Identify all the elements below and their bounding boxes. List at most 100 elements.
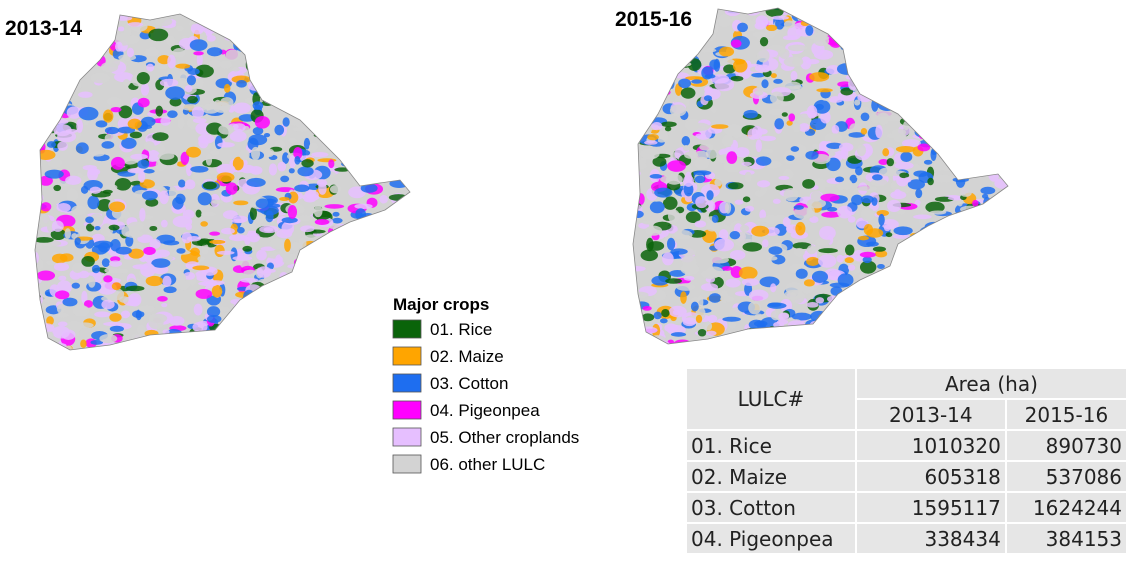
land-cover-patch xyxy=(985,293,996,307)
land-cover-patch xyxy=(789,328,804,336)
land-cover-patch xyxy=(117,126,136,134)
land-cover-patch xyxy=(363,25,374,36)
land-cover-patch xyxy=(185,223,193,231)
land-cover-patch xyxy=(695,133,707,138)
land-cover-patch xyxy=(876,209,889,217)
land-cover-patch xyxy=(740,224,750,232)
land-cover-patch xyxy=(958,219,972,224)
land-cover-patch xyxy=(309,142,319,151)
land-cover-patch xyxy=(95,120,108,128)
land-cover-patch xyxy=(178,77,187,83)
land-cover-patch xyxy=(848,37,868,50)
land-cover-patch xyxy=(364,88,372,100)
land-cover-patch xyxy=(245,14,257,18)
land-cover-patch xyxy=(290,314,307,327)
land-cover-patch xyxy=(683,275,695,281)
land-cover-patch xyxy=(982,136,990,144)
land-cover-patch xyxy=(206,35,216,42)
land-cover-patch xyxy=(790,70,798,82)
land-cover-patch xyxy=(136,324,146,335)
land-cover-patch xyxy=(979,96,988,105)
land-cover-patch xyxy=(297,166,314,177)
land-cover-patch xyxy=(742,196,751,203)
land-cover-patch xyxy=(809,216,819,223)
land-cover-patch xyxy=(107,96,122,107)
land-cover-patch xyxy=(938,29,957,38)
land-cover-patch xyxy=(996,77,1008,84)
land-cover-patch xyxy=(209,239,226,245)
land-cover-patch xyxy=(172,207,183,214)
land-cover-patch xyxy=(101,295,115,302)
land-cover-patch xyxy=(233,14,245,18)
land-cover-patch xyxy=(930,293,943,300)
land-cover-patch xyxy=(722,316,741,322)
land-cover-patch xyxy=(818,248,838,254)
land-cover-patch xyxy=(301,159,314,168)
land-cover-patch xyxy=(935,259,952,272)
land-cover-patch xyxy=(963,132,980,143)
land-cover-patch xyxy=(815,35,830,41)
land-cover-patch xyxy=(386,214,400,224)
land-cover-patch xyxy=(167,54,176,69)
land-cover-patch xyxy=(887,16,906,29)
land-cover-patch xyxy=(858,34,865,42)
land-cover-patch xyxy=(354,259,366,270)
land-cover-patch xyxy=(705,220,719,232)
land-cover-patch xyxy=(701,9,717,19)
land-cover-patch xyxy=(980,11,994,22)
land-cover-patch xyxy=(282,117,290,127)
land-cover-patch xyxy=(892,321,910,332)
land-cover-patch xyxy=(999,193,1008,200)
land-cover-patch xyxy=(362,14,379,25)
land-cover-patch xyxy=(874,315,888,320)
land-cover-patch xyxy=(294,184,310,193)
land-cover-patch xyxy=(46,220,54,233)
land-cover-patch xyxy=(847,216,856,223)
land-cover-patch xyxy=(370,176,381,183)
land-cover-patch xyxy=(745,332,765,340)
land-cover-patch xyxy=(661,309,670,318)
land-cover-patch xyxy=(851,194,863,206)
land-cover-patch xyxy=(35,117,51,130)
land-cover-patch xyxy=(93,14,109,18)
land-cover-patch xyxy=(294,44,310,51)
land-cover-patch xyxy=(65,14,77,15)
land-cover-patch xyxy=(291,328,303,340)
land-cover-patch xyxy=(294,259,313,271)
land-cover-patch xyxy=(707,314,718,323)
land-cover-patch xyxy=(332,234,347,243)
land-cover-patch xyxy=(288,14,300,22)
land-cover-patch xyxy=(252,101,264,110)
land-cover-patch xyxy=(410,241,418,251)
land-cover-patch xyxy=(642,305,652,311)
land-cover-patch xyxy=(892,325,899,338)
land-cover-patch xyxy=(825,64,841,75)
land-cover-patch xyxy=(918,129,937,137)
land-cover-patch xyxy=(634,41,654,52)
land-cover-patch xyxy=(829,303,840,309)
land-cover-patch xyxy=(402,209,410,215)
land-cover-patch xyxy=(681,136,691,146)
land-cover-patch xyxy=(337,265,353,275)
land-cover-patch xyxy=(983,100,994,111)
land-cover-patch xyxy=(399,85,410,95)
land-cover-patch xyxy=(401,151,410,158)
land-cover-patch xyxy=(393,33,410,43)
land-cover-patch xyxy=(701,283,719,292)
land-cover-patch xyxy=(978,90,999,104)
land-cover-patch xyxy=(693,8,713,20)
land-cover-patch xyxy=(783,188,799,202)
land-cover-patch xyxy=(307,77,315,87)
land-cover-patch xyxy=(268,345,287,350)
land-cover-patch xyxy=(71,233,78,240)
land-cover-patch xyxy=(797,113,812,126)
land-cover-patch xyxy=(304,197,316,203)
land-cover-patch xyxy=(929,110,939,118)
land-cover-patch xyxy=(256,36,265,47)
land-cover-patch xyxy=(339,14,354,27)
land-cover-patch xyxy=(40,202,52,212)
land-cover-patch xyxy=(792,123,801,133)
land-cover-patch xyxy=(90,339,104,345)
land-cover-patch xyxy=(977,88,985,93)
land-cover-patch xyxy=(362,305,378,315)
